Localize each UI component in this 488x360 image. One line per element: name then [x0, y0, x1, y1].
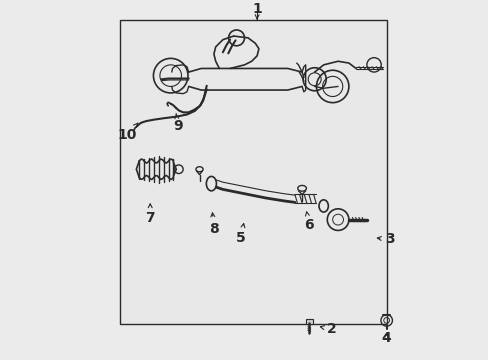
Text: 1: 1: [252, 2, 262, 19]
Text: 4: 4: [381, 332, 391, 345]
FancyBboxPatch shape: [305, 319, 312, 324]
Text: 7: 7: [145, 204, 155, 225]
Text: 2: 2: [320, 323, 336, 336]
Text: 6: 6: [304, 212, 313, 232]
Text: 3: 3: [377, 233, 394, 247]
FancyBboxPatch shape: [120, 20, 386, 324]
Text: 5: 5: [236, 224, 245, 245]
Text: 9: 9: [173, 113, 183, 133]
Text: 8: 8: [208, 213, 218, 236]
Text: 10: 10: [118, 123, 138, 142]
